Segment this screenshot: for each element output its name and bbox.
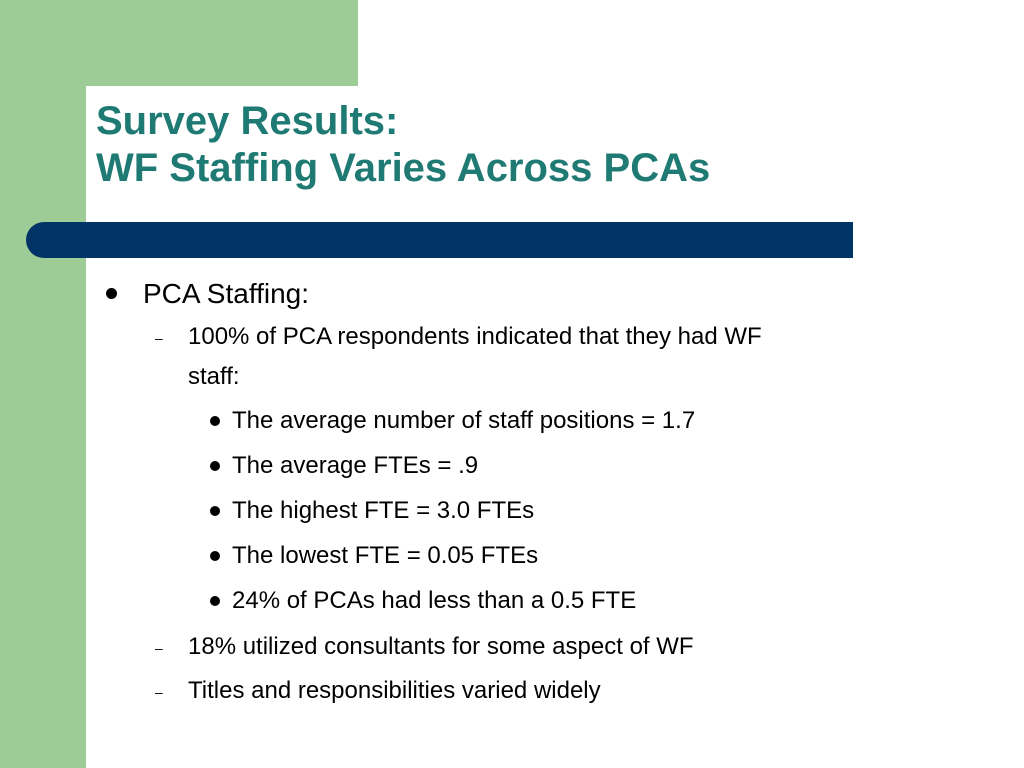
bullet-icon [210, 416, 220, 426]
green-top-band [86, 0, 358, 86]
bullet-icon [210, 551, 220, 561]
rounded-corner [86, 86, 166, 166]
dash-icon: – [155, 330, 163, 346]
sub-list-item: The average FTEs = .9 [232, 452, 479, 479]
sub-list-item: The highest FTE = 3.0 FTEs [232, 497, 535, 524]
sub-list-item: The lowest FTE = 0.05 FTEs [232, 542, 539, 569]
list-item-text-continued: staff: [188, 363, 240, 390]
list-item-text: Titles and responsibilities varied widel… [188, 677, 601, 704]
dash-icon: – [155, 684, 163, 700]
sub-list-item: 24% of PCAs had less than a 0.5 FTE [232, 587, 637, 614]
title-divider-bar [26, 222, 853, 258]
bullet-icon [210, 596, 220, 606]
list-item-text: 100% of PCA respondents indicated that t… [188, 323, 762, 350]
dash-icon: – [155, 640, 163, 656]
list-item-text: 18% utilized consultants for some aspect… [188, 633, 694, 660]
body-heading: PCA Staffing: [143, 278, 310, 309]
bullet-icon [106, 288, 117, 299]
green-left-band [0, 0, 86, 768]
bullet-icon [210, 506, 220, 516]
sub-list-item: The average number of staff positions = … [232, 407, 696, 434]
bullet-icon [210, 461, 220, 471]
title-line-1: Survey Results: [96, 99, 399, 143]
title-line-2: WF Staffing Varies Across PCAs [96, 146, 711, 190]
slide-title: Survey Results: WF Staffing Varies Acros… [96, 98, 710, 192]
